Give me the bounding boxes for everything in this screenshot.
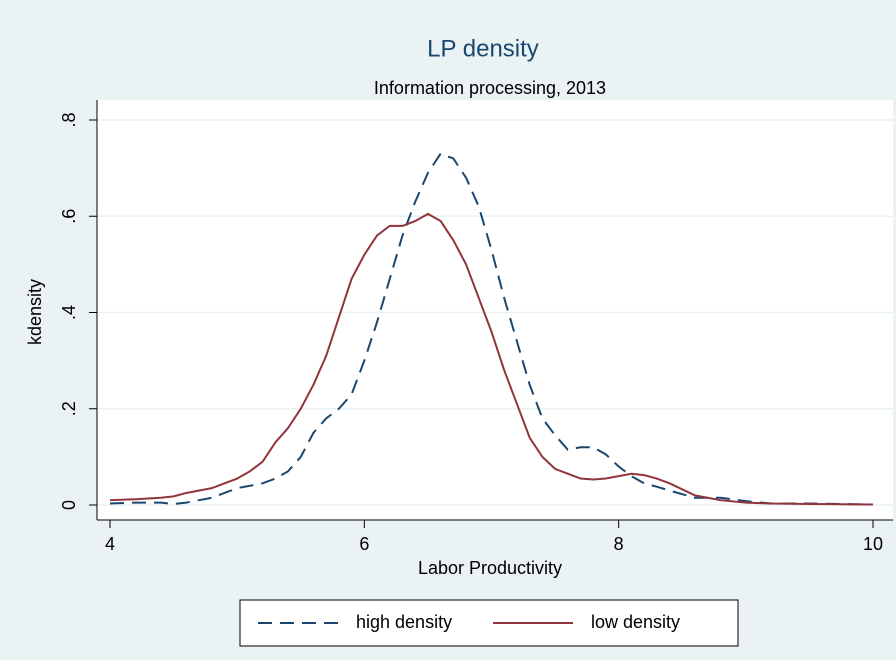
legend: [239, 599, 739, 647]
legend-label: low density: [591, 612, 680, 632]
y-axis-label: kdensity: [25, 279, 45, 345]
x-axis-label: Labor Productivity: [418, 558, 562, 578]
y-tick-label: 0: [59, 500, 79, 510]
x-tick-label: 10: [863, 534, 883, 554]
chart-title: LP density: [427, 35, 539, 62]
x-tick-label: 6: [359, 534, 369, 554]
y-tick-label: .8: [59, 112, 79, 127]
x-tick-label: 8: [614, 534, 624, 554]
y-tick-label: .6: [59, 209, 79, 224]
legend-label: high density: [356, 612, 452, 632]
series-line: [109, 152, 874, 506]
x-tick-label: 4: [105, 534, 115, 554]
chart-subtitle: Information processing, 2013: [374, 78, 606, 98]
y-tick-label: .4: [59, 305, 79, 320]
series-line: [109, 212, 874, 506]
plot-area: [97, 100, 893, 520]
y-tick-label: .2: [59, 401, 79, 416]
